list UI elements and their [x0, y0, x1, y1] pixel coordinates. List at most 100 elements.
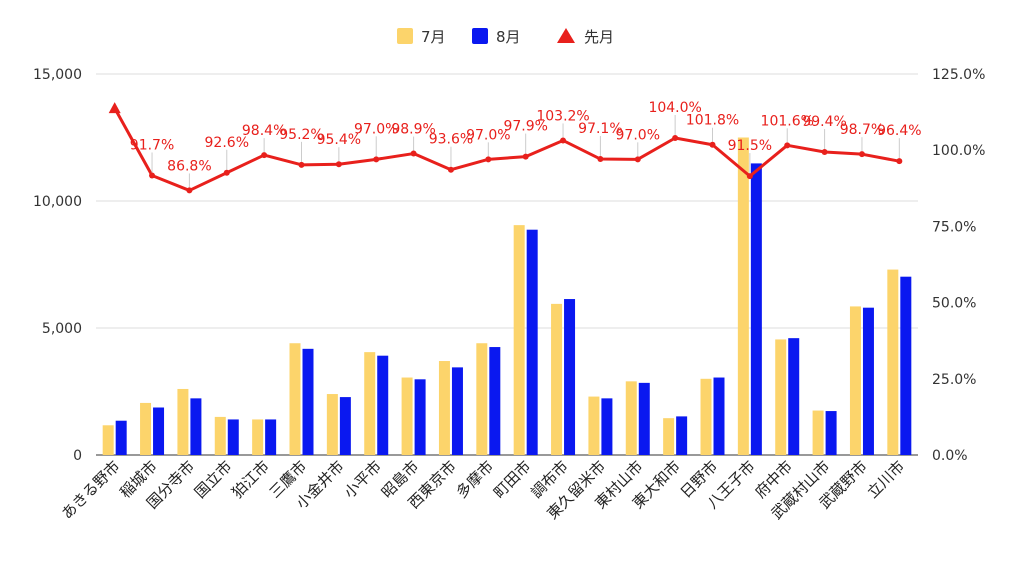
line-point	[821, 149, 828, 156]
y-right-tick-label: 125.0%	[932, 67, 985, 83]
bar-jul	[289, 343, 301, 455]
data-label: 98.7%	[840, 122, 884, 138]
bar-aug	[414, 379, 426, 455]
bar-aug	[339, 397, 351, 455]
bar-aug	[825, 411, 837, 455]
y-right-tick-label: 25.0%	[932, 372, 976, 388]
bar-aug	[227, 419, 239, 455]
line-point	[560, 137, 567, 144]
bar-jul	[812, 410, 824, 455]
bar-jul	[737, 137, 749, 455]
line-point	[373, 156, 380, 163]
bar-aug	[377, 355, 389, 455]
bar-aug	[302, 348, 314, 455]
line-point	[186, 187, 193, 194]
x-tick-label: 多摩市	[453, 457, 498, 502]
x-tick-label: 国立市	[191, 457, 236, 502]
data-label: 96.4%	[877, 123, 921, 139]
line-point	[485, 156, 492, 163]
x-tick-label: あきる野市	[58, 457, 124, 523]
line-point	[410, 150, 417, 157]
line-point	[634, 156, 641, 163]
line-point	[261, 152, 268, 159]
legend-swatch-jul	[397, 28, 413, 44]
legend-label-prev-month: 先月	[584, 28, 614, 46]
data-label: 97.1%	[578, 121, 622, 137]
y-right-tick-label: 50.0%	[932, 296, 976, 312]
bar-aug	[564, 299, 576, 455]
data-label: 92.6%	[205, 135, 249, 151]
bar-jul	[364, 352, 376, 455]
x-tick-label: 小平市	[340, 457, 385, 502]
bar-aug	[526, 229, 538, 455]
bar-aug	[190, 398, 202, 455]
bar-jul	[588, 396, 600, 455]
y-left-tick-label: 5,000	[42, 321, 82, 337]
data-label: 91.7%	[130, 137, 174, 153]
bar-aug	[862, 307, 874, 455]
bar-aug	[265, 419, 277, 455]
data-label: 97.0%	[616, 127, 660, 143]
line-point	[335, 161, 342, 168]
data-label: 99.4%	[802, 114, 846, 130]
data-label: 98.4%	[242, 123, 286, 139]
legend-label-jul: 7月	[421, 28, 446, 46]
bar-aug	[900, 276, 912, 455]
line-point	[672, 135, 679, 142]
bar-jul	[849, 306, 861, 455]
line-point	[522, 153, 529, 160]
data-label: 97.0%	[354, 121, 398, 137]
bar-aug	[676, 416, 688, 455]
legend-label-aug: 8月	[496, 28, 521, 46]
x-tick-label: 狛江市	[228, 457, 273, 502]
line-point	[108, 102, 121, 114]
bar-jul	[476, 343, 488, 455]
bar-jul	[326, 394, 338, 455]
bar-aug	[750, 163, 762, 455]
y-right-tick-label: 0.0%	[932, 448, 968, 464]
y-left-tick-label: 15,000	[33, 67, 82, 83]
legend-marker-prev-month	[557, 28, 575, 43]
line-point	[447, 166, 454, 173]
data-label: 103.2%	[536, 108, 589, 124]
bar-jul	[102, 425, 114, 455]
bar-jul	[401, 377, 413, 455]
y-left-tick-label: 10,000	[33, 194, 82, 210]
bar-jul	[625, 381, 637, 455]
data-label: 98.9%	[391, 122, 435, 138]
bar-jul	[214, 416, 226, 455]
bar-aug	[489, 347, 501, 455]
bar-aug	[153, 407, 165, 455]
y-right-tick-label: 100.0%	[932, 143, 985, 159]
legend-swatch-aug	[472, 28, 488, 44]
bar-aug	[601, 398, 613, 455]
bar-jul	[513, 225, 525, 455]
line-point	[597, 156, 604, 163]
data-label: 104.0%	[648, 100, 701, 116]
x-tick-label: 立川市	[864, 457, 909, 502]
data-label: 101.6%	[761, 113, 814, 129]
data-label: 97.9%	[503, 119, 547, 135]
x-tick-label: 町田市	[490, 457, 535, 502]
line-series	[113, 107, 900, 192]
bar-jul	[438, 361, 450, 455]
bar-jul	[252, 419, 264, 455]
data-label: 97.0%	[466, 127, 510, 143]
data-label: 95.2%	[279, 127, 323, 143]
bar-jul	[177, 388, 189, 455]
data-label: 93.6%	[429, 132, 473, 148]
bar-jul	[551, 303, 563, 455]
line-point	[896, 158, 903, 165]
data-label: 86.8%	[167, 158, 211, 174]
bar-jul	[887, 269, 899, 455]
bar-aug	[638, 382, 650, 455]
line-point	[858, 151, 865, 158]
y-left-tick-label: 0	[73, 448, 82, 464]
line-point	[746, 173, 753, 180]
bar-aug	[451, 367, 463, 455]
line-point	[223, 169, 230, 176]
bar-jul	[700, 378, 712, 455]
line-point	[784, 142, 791, 149]
bar-jul	[140, 402, 152, 455]
